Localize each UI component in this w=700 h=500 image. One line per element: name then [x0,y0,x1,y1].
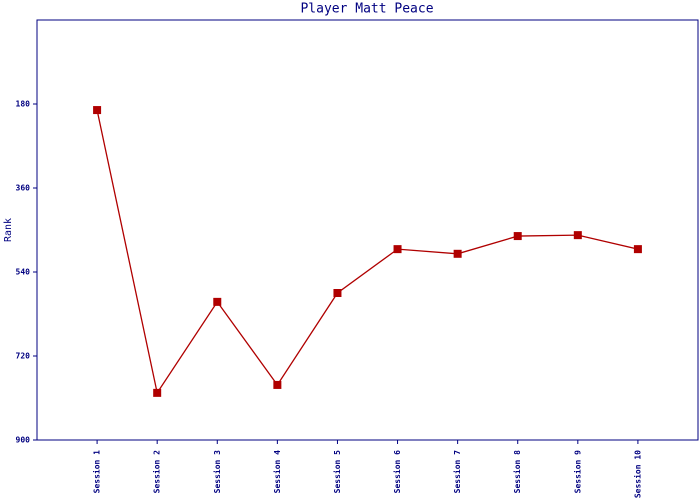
point-marker [153,388,162,397]
y-axis-title: Rank [3,218,14,242]
point-marker [633,245,642,254]
x-tick-label: Session 9 [572,450,582,494]
x-tick-label: Session 6 [392,450,402,494]
y-tick-label: 900 [16,436,31,445]
y-tick-label: 540 [16,268,31,277]
y-tick-label: 180 [16,100,31,109]
point-marker [453,249,462,258]
point-marker [213,297,222,306]
y-tick-label: 720 [16,352,31,361]
plot-frame [36,19,699,441]
x-tick-label: Session 5 [332,450,342,494]
point-marker [393,245,402,254]
point-marker [273,380,282,389]
series-line [96,109,639,395]
x-tick-label: Session 1 [92,450,102,494]
point-marker [333,289,342,297]
x-tick-label: Session 3 [212,450,222,494]
y-tick-label: 360 [16,184,31,193]
x-tick-label: Session 4 [272,450,282,494]
point-marker [513,232,522,241]
chart-title: Player Matt Peace [300,2,433,17]
x-tick-label: Session 10 [632,450,642,498]
point-marker [93,106,102,115]
x-tick-label: Session 8 [512,450,522,494]
x-tick-label: Session 7 [452,450,462,494]
x-tick-label: Session 2 [152,450,162,494]
point-marker [573,231,582,240]
